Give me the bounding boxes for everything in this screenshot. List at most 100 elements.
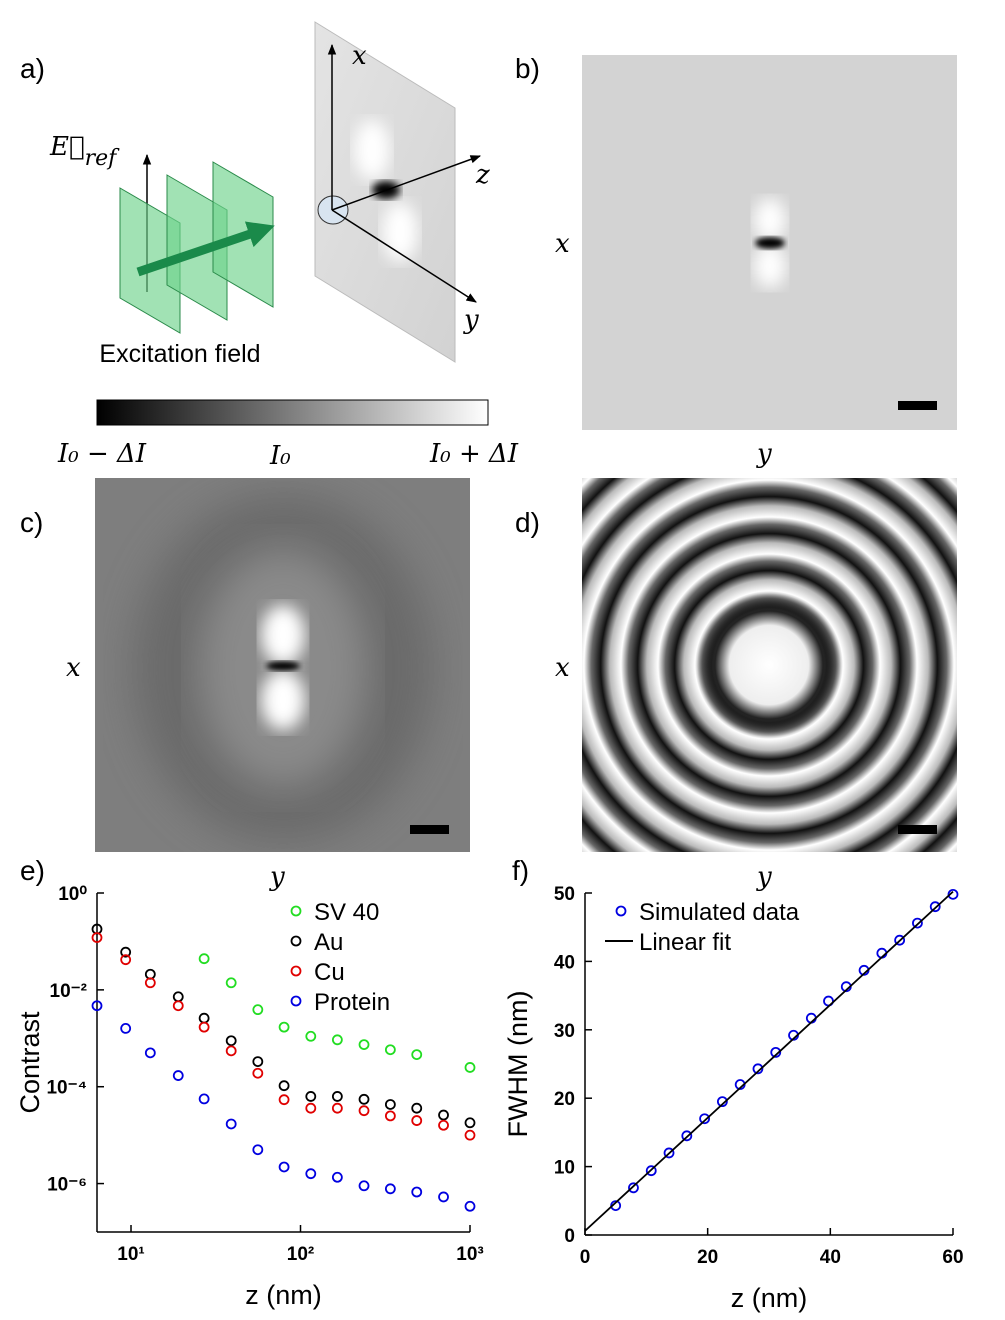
data-point — [331, 1171, 343, 1183]
panel-d-image — [582, 478, 957, 852]
data-point — [384, 1183, 396, 1195]
data-point — [305, 1102, 317, 1114]
data-point — [331, 1034, 343, 1046]
panel-label: e) — [20, 855, 45, 886]
data-point — [464, 1117, 476, 1129]
legend-label: Linear fit — [639, 929, 731, 956]
data-point — [252, 1067, 264, 1079]
data-point — [411, 1186, 423, 1198]
legend-swatch — [290, 935, 302, 947]
axis-letter: x — [352, 41, 367, 71]
data-point — [645, 1165, 657, 1177]
data-point — [411, 1102, 423, 1114]
panel-label: b) — [515, 53, 540, 84]
data-point — [305, 1030, 317, 1042]
legend-swatch — [615, 905, 627, 917]
data-point — [752, 1063, 764, 1075]
y-tick-label: 40 — [554, 952, 575, 973]
data-point — [384, 1044, 396, 1056]
data-point — [464, 1062, 476, 1073]
legend-swatch — [290, 965, 302, 977]
data-point — [225, 1035, 237, 1047]
y-axis-label: FWHM (nm) — [503, 991, 533, 1138]
y-tick-label: 50 — [554, 884, 575, 905]
data-point — [120, 946, 132, 958]
data-point — [198, 953, 210, 965]
data-point — [172, 1000, 184, 1012]
legend-label: Au — [314, 929, 343, 956]
data-point — [411, 1049, 423, 1061]
excitation-label: Excitation field — [99, 340, 260, 368]
data-point — [947, 888, 959, 900]
colorbar — [96, 399, 489, 426]
data-point — [663, 1147, 675, 1159]
x-tick-label: 10³ — [456, 1244, 483, 1265]
data-point — [628, 1182, 639, 1194]
data-point — [278, 1080, 290, 1092]
panel-label: d) — [515, 507, 540, 538]
data-point — [331, 1102, 343, 1114]
data-point — [358, 1093, 370, 1105]
data-point — [770, 1046, 782, 1058]
data-point — [278, 1161, 290, 1173]
field-symbol: E⃗ref — [49, 132, 120, 171]
legend-label: SV 40 — [314, 899, 379, 926]
data-point — [384, 1110, 396, 1122]
colorbar-label: I₀ + ΔI — [429, 439, 519, 469]
data-point — [411, 1115, 423, 1126]
axis-letter: x — [555, 229, 570, 259]
y-tick-label: 30 — [554, 1021, 575, 1042]
y-tick-label: 20 — [554, 1089, 575, 1110]
data-point — [716, 1096, 728, 1108]
data-point — [225, 977, 237, 989]
y-axis-label: Contrast — [15, 1011, 45, 1114]
field-symbol-subscript: ref — [85, 146, 121, 171]
data-point — [172, 991, 184, 1003]
panel-b-image — [582, 55, 957, 430]
data-point — [120, 954, 132, 966]
data-point — [198, 1021, 210, 1033]
data-point — [912, 917, 923, 929]
field-symbol-main: E⃗ — [49, 132, 85, 162]
axis-letter: x — [555, 653, 570, 683]
y-tick-label: 10⁻⁶ — [47, 1175, 87, 1196]
data-point — [225, 1118, 237, 1130]
colorbar-label: I₀ − ΔI — [57, 439, 147, 469]
x-tick-label: 10¹ — [117, 1244, 144, 1265]
fit-line — [584, 890, 954, 1232]
y-tick-label: 10 — [554, 1158, 575, 1179]
data-point — [91, 932, 103, 943]
x-tick-label: 60 — [942, 1247, 963, 1268]
data-point — [894, 934, 906, 946]
data-point — [929, 901, 941, 913]
data-point — [198, 1093, 210, 1105]
y-tick-label: 10⁻² — [50, 981, 88, 1002]
data-point — [305, 1168, 317, 1180]
x-tick-label: 40 — [820, 1247, 841, 1268]
colorbar-label: I₀ — [269, 441, 291, 471]
data-point — [144, 1047, 156, 1059]
data-point — [438, 1191, 449, 1203]
data-point — [252, 1144, 264, 1156]
y-tick-label: 0 — [564, 1226, 575, 1247]
axis-letter: y — [269, 862, 285, 892]
data-point — [278, 1094, 290, 1106]
x-tick-label: 10² — [287, 1244, 314, 1265]
data-point — [438, 1119, 449, 1131]
data-point — [198, 1012, 210, 1024]
data-point — [252, 1056, 264, 1068]
panel-label: f) — [512, 855, 529, 886]
axis-letter: y — [756, 439, 772, 469]
legend-label: Protein — [314, 989, 390, 1016]
data-point — [438, 1109, 449, 1121]
y-tick-label: 10⁰ — [58, 884, 87, 905]
legend-label: Simulated data — [639, 899, 800, 926]
data-point — [278, 1021, 290, 1033]
data-point — [305, 1091, 317, 1102]
axis-letter: z — [475, 160, 490, 190]
panel-label: c) — [20, 507, 43, 538]
data-point — [331, 1091, 343, 1102]
data-point — [384, 1099, 396, 1110]
axis-letter: y — [756, 862, 772, 892]
data-point — [464, 1200, 476, 1212]
